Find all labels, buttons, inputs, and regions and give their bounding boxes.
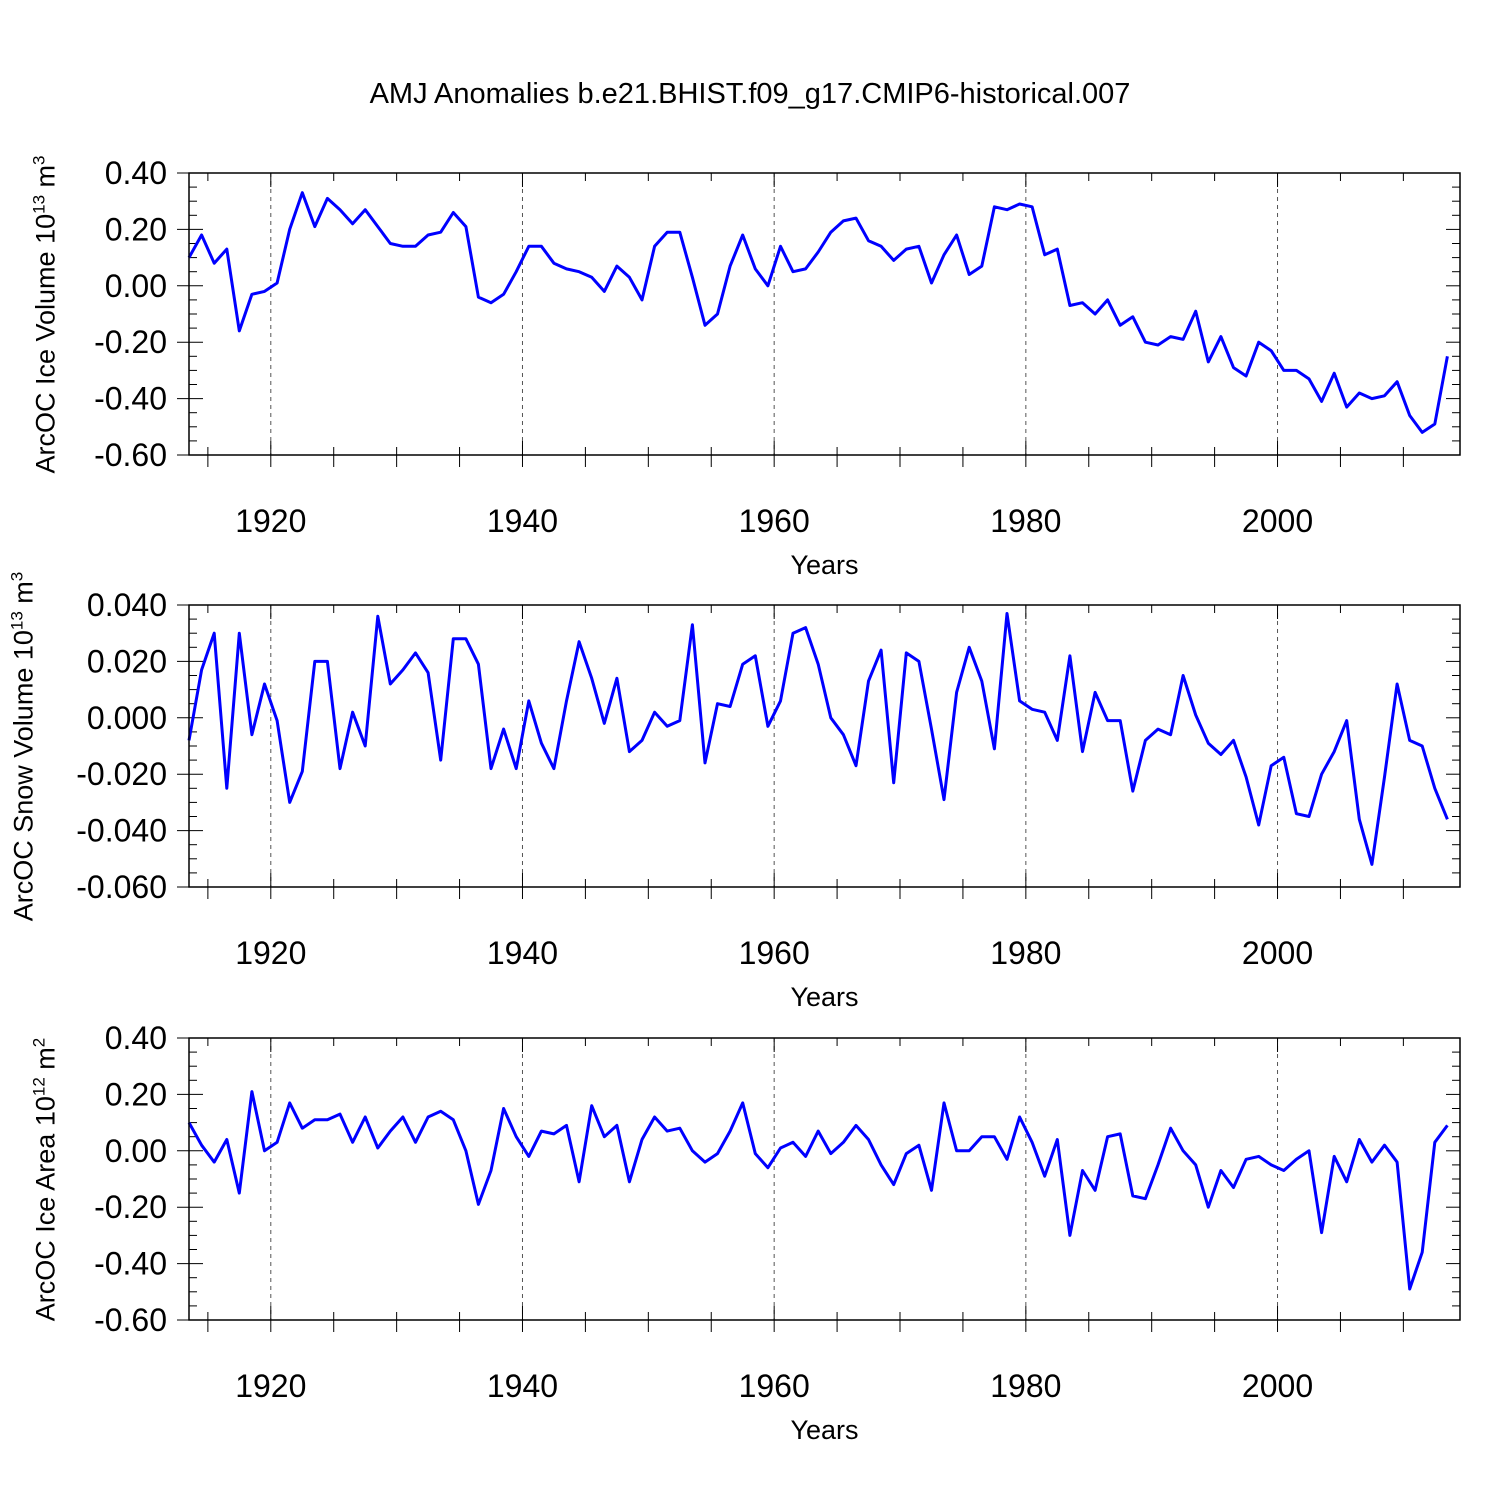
plot-frame	[188, 1037, 1461, 1321]
x-tick-label: 1940	[487, 1368, 558, 1404]
y-axis-label: ArcOC Ice Area 1012 m2	[29, 1037, 61, 1321]
x-tick-label: 1960	[739, 935, 810, 971]
y-axis-label: ArcOC Snow Volume 1013 m3	[7, 571, 39, 921]
y-tick-label: 0.40	[105, 155, 167, 191]
x-tick-label: 1920	[235, 503, 306, 539]
series-line	[187, 612, 1449, 866]
panel-snow-volume: 0.040 0.020 0.000 -0.020 -0.040 -0.060 1920 194…	[76, 587, 1461, 1012]
y-tick-label: 0.000	[87, 700, 167, 736]
series-line	[187, 1090, 1449, 1291]
x-axis-label: Years	[790, 982, 858, 1012]
y-tick-label: -0.40	[94, 1246, 167, 1282]
x-tick-label: 1940	[487, 935, 558, 971]
x-axis-label: Years	[790, 550, 858, 580]
y-tick-label: -0.020	[76, 756, 167, 792]
panel-ice-area: 0.40 0.20 0.00 -0.20 -0.40 -0.60 1920 1940 1960 1…	[94, 1020, 1461, 1445]
y-tick-label: -0.20	[94, 1189, 167, 1225]
plot-frame	[188, 604, 1461, 888]
page-title: AMJ Anomalies b.e21.BHIST.f09_g17.CMIP6-…	[369, 78, 1131, 110]
y-tick-label: 0.40	[105, 1020, 167, 1056]
x-tick-label: 2000	[1242, 503, 1313, 539]
y-tick-label: 0.00	[105, 268, 167, 304]
y-tick-label: -0.20	[94, 324, 167, 360]
x-tick-label: 1940	[487, 503, 558, 539]
y-tick-label: -0.40	[94, 381, 167, 417]
plot-frame	[188, 172, 1461, 456]
x-tick-label: 1960	[739, 503, 810, 539]
x-tick-label: 2000	[1242, 1368, 1313, 1404]
x-tick-label: 1980	[990, 503, 1061, 539]
x-axis-label: Years	[790, 1415, 858, 1445]
x-tick-label: 1920	[235, 1368, 306, 1404]
x-tick-label: 2000	[1242, 935, 1313, 971]
x-tick-label: 1980	[990, 935, 1061, 971]
x-tick-label: 1980	[990, 1368, 1061, 1404]
y-tick-label: 0.00	[105, 1133, 167, 1169]
x-tick-label: 1960	[739, 1368, 810, 1404]
y-tick-label: -0.60	[94, 1302, 167, 1338]
y-tick-label: -0.60	[94, 437, 167, 473]
y-axis-label: ArcOC Ice Volume 1013 m3	[29, 154, 61, 474]
y-tick-label: 0.20	[105, 211, 167, 247]
series-line	[187, 191, 1449, 434]
y-tick-label: -0.040	[76, 813, 167, 849]
y-tick-label: 0.040	[87, 587, 167, 623]
y-tick-label: 0.20	[105, 1076, 167, 1112]
x-tick-label: 1920	[235, 935, 306, 971]
panel-ice-volume: 0.40 0.20 0.00 -0.20 -0.40 -0.60 1920 1940 1960 1…	[94, 155, 1461, 580]
y-tick-label: 0.020	[87, 643, 167, 679]
y-tick-label: -0.060	[76, 869, 167, 905]
